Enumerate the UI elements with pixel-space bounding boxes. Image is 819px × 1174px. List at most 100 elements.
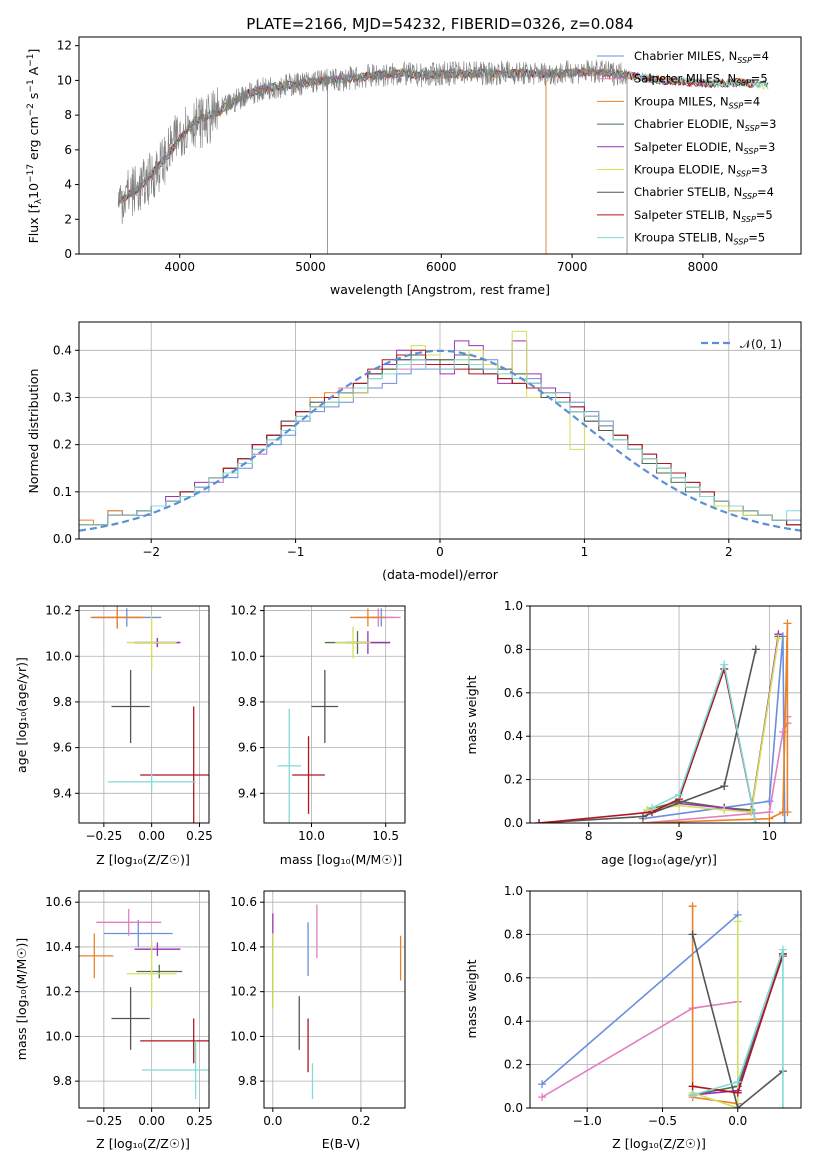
y-tick-label: 0.2	[53, 438, 72, 452]
mass-vs-metallicity-xlabel: Z [log₁₀(Z/Z☉)]	[96, 1136, 190, 1151]
age-vs-metallicity-ylabel: age [log₁₀(age/yr)]	[14, 657, 29, 773]
y-tick-label: 1.0	[504, 884, 523, 898]
mass-weight-line	[691, 934, 784, 1108]
y-tick-label: 10.4	[230, 940, 257, 954]
x-tick-label: −0.25	[85, 1114, 122, 1128]
x-tick-label: 0.0	[728, 1114, 747, 1128]
x-tick-label: 0.00	[138, 1114, 165, 1128]
y-tick-label: 10.6	[230, 895, 257, 909]
model-spectrum-line	[118, 67, 769, 203]
legend-label: Salpeter STELIB, NSSP=5	[634, 208, 773, 224]
axes-frame	[78, 605, 210, 824]
residuals-xlabel: (data-model)/error	[382, 567, 499, 582]
plus-marker	[783, 808, 792, 817]
y-tick-label: 0.0	[504, 816, 523, 830]
model-spectrum-line	[117, 67, 755, 204]
y-tick-label: 0.2	[504, 773, 523, 787]
plus-marker	[733, 1077, 742, 1086]
y-tick-label: 9.8	[238, 695, 257, 709]
x-tick-label: 6000	[426, 260, 457, 274]
plus-marker	[780, 819, 789, 823]
x-tick-label: 10.0	[298, 829, 325, 843]
plus-marker	[765, 814, 774, 823]
plus-marker	[778, 945, 787, 954]
y-tick-label: 9.8	[53, 695, 72, 709]
legend-label: Salpeter ELODIE, NSSP=3	[634, 140, 775, 156]
plot-area	[79, 908, 209, 1100]
legend-label: Chabrier MILES, NSSP=4	[634, 49, 769, 65]
mass-weight-vs-age-xlabel: age [log₁₀(age/yr)]	[601, 852, 717, 867]
mass-weight-line	[647, 636, 780, 811]
legend-label: Kroupa STELIB, NSSP=5	[634, 231, 765, 247]
y-tick-label: 10.2	[45, 985, 72, 999]
y-tick-label: 10	[57, 73, 72, 87]
y-tick-label: 0.4	[504, 729, 523, 743]
x-tick-label: 0.25	[186, 829, 213, 843]
y-tick-label: 0.8	[504, 927, 523, 941]
residuals-ylabel: Normed distribution	[26, 369, 41, 494]
x-tick-label: 9	[675, 829, 683, 843]
y-tick-label: 0.3	[53, 390, 72, 404]
mass-weight-vs-age-ylabel: mass weight	[464, 675, 479, 754]
spectrum-ylabel: Flux [fλ10−17 erg cm−2 s−1 A−1]	[26, 49, 44, 244]
plot-area	[79, 330, 801, 539]
axes-frame	[529, 890, 802, 1109]
age-vs-metallicity-xlabel: Z [log₁₀(Z/Z☉)]	[96, 852, 190, 867]
x-tick-label: 10	[762, 829, 777, 843]
plus-marker	[675, 790, 684, 799]
plus-marker	[538, 1080, 547, 1089]
legend-label: 𝒩(0, 1)	[740, 337, 782, 351]
plus-marker	[751, 645, 760, 654]
y-tick-label: 0.0	[504, 1101, 523, 1115]
y-tick-label: 0.6	[504, 686, 523, 700]
y-tick-label: 0.8	[504, 642, 523, 656]
y-tick-label: 0.1	[53, 485, 72, 499]
age-vs-mass-panel: 10.0 10.5 9.4 9.6 9.8 10.0 10.2	[230, 604, 406, 843]
y-tick-label: 9.4	[53, 786, 72, 800]
plus-marker	[538, 1093, 547, 1102]
y-tick-label: 9.6	[238, 741, 257, 755]
x-tick-label: −1	[287, 545, 305, 559]
model-spectrum-line	[117, 67, 769, 205]
plus-marker	[778, 1104, 787, 1108]
model-spectrum-line	[118, 67, 755, 202]
mass-vs-extinction-panel: 0.0 0.2 9.8 10.0 10.2 10.4 10.6	[230, 890, 406, 1128]
legend-label: Kroupa ELODIE, NSSP=3	[634, 163, 768, 179]
mass-weight-line	[541, 1000, 738, 1098]
mass-weight-vs-metallicity-panel: −1.0 −0.5 0.0 0.0 0.2 0.4 0.6 0.8 1.0	[504, 884, 802, 1128]
gaussian-reference-line	[79, 349, 801, 532]
legend-label: Chabrier ELODIE, NSSP=3	[634, 117, 776, 133]
y-tick-label: 4	[64, 178, 72, 192]
x-tick-label: 0.25	[186, 1114, 213, 1128]
plot-area	[535, 619, 792, 823]
x-tick-label: 0.00	[138, 829, 165, 843]
y-tick-label: 9.8	[238, 1074, 257, 1088]
plus-marker	[535, 819, 544, 823]
mass-weight-vs-age-panel: 8 9 10 0.0 0.2 0.4 0.6 0.8 1.0	[504, 599, 802, 843]
y-tick-label: 9.4	[238, 786, 257, 800]
plus-marker	[688, 902, 697, 911]
plus-marker	[778, 727, 787, 736]
plus-marker	[720, 805, 729, 814]
y-tick-label: 6	[64, 143, 72, 157]
x-tick-label: 8000	[688, 260, 719, 274]
plot-area	[277, 608, 401, 823]
y-tick-label: 10.0	[230, 649, 257, 663]
plus-marker	[720, 782, 729, 791]
mass-weight-line	[692, 949, 784, 1108]
plus-marker	[647, 803, 656, 812]
model-spectrum-line	[118, 66, 755, 205]
plus-marker	[688, 930, 697, 939]
y-tick-label: 9.8	[53, 1074, 72, 1088]
axes-frame	[529, 605, 802, 824]
plot-area	[538, 902, 787, 1108]
x-tick-label: 1	[581, 545, 589, 559]
y-tick-label: 0.4	[53, 343, 72, 357]
mass-weight-line	[538, 649, 757, 823]
plus-marker	[733, 917, 742, 926]
x-tick-label: 0	[436, 545, 444, 559]
plot-area	[90, 606, 209, 823]
y-tick-label: 0	[64, 247, 72, 261]
legend-label: Salpeter MILES, NSSP=5	[634, 72, 768, 88]
